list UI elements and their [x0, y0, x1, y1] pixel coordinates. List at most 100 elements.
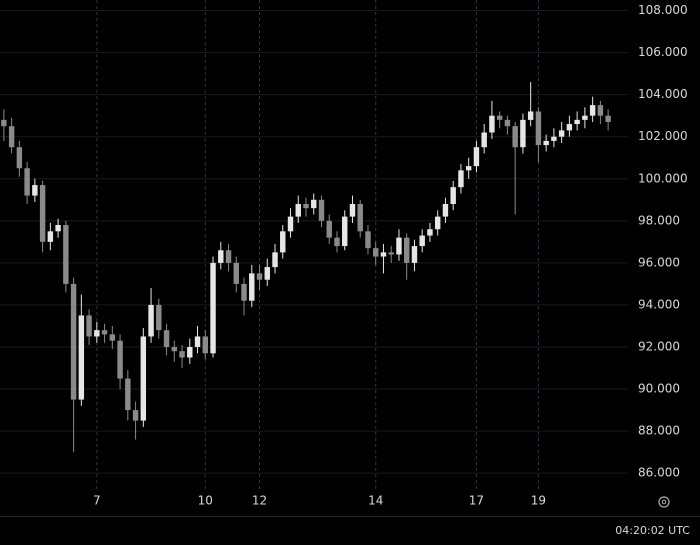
candle-body — [264, 267, 270, 280]
y-tick-label: 104.000 — [638, 87, 688, 101]
candle-body — [311, 199, 317, 209]
candle-body — [326, 220, 332, 238]
x-tick-label: 14 — [368, 494, 383, 508]
y-tick-label: 90.000 — [638, 382, 680, 396]
candle-body — [473, 147, 480, 167]
candle-body — [32, 185, 38, 196]
candle-body — [582, 115, 588, 120]
y-tick-label: 94.000 — [638, 297, 680, 311]
candle-body — [589, 105, 596, 116]
candle-body — [527, 111, 534, 120]
candle-body — [210, 262, 216, 354]
candle-body — [194, 336, 201, 347]
candle-body — [249, 273, 255, 301]
candle-body — [388, 252, 394, 255]
settings-icon[interactable] — [658, 496, 670, 508]
candle-body — [179, 351, 185, 358]
candle-body — [117, 340, 123, 379]
candle-body — [543, 140, 549, 146]
candle-body — [280, 231, 286, 253]
candle-body — [396, 237, 402, 255]
candle-body — [551, 136, 557, 141]
candle-body — [39, 185, 46, 242]
candle-body — [86, 315, 92, 337]
candle-body — [489, 115, 495, 133]
candle-body — [303, 203, 309, 209]
candle-body — [295, 203, 301, 217]
candle-body — [233, 262, 239, 284]
candle-body — [70, 283, 77, 400]
candle-body — [373, 248, 379, 257]
candle-body — [365, 231, 371, 249]
candle-body — [442, 203, 449, 217]
candle-body — [434, 216, 441, 230]
settings-icon-center — [661, 499, 667, 505]
y-tick-label: 106.000 — [638, 45, 688, 59]
y-tick-label: 108.000 — [638, 3, 688, 17]
candle-body — [202, 336, 209, 354]
candle-body — [481, 132, 487, 148]
candle-body — [380, 252, 387, 257]
x-tick-label: 19 — [531, 494, 546, 508]
candle-body — [218, 250, 224, 263]
candle-body — [458, 170, 464, 188]
candle-body — [287, 216, 294, 232]
candle-body — [156, 304, 162, 331]
candle-body — [109, 334, 116, 341]
candle-body — [225, 250, 232, 263]
candle-body — [535, 111, 542, 146]
candle-body — [427, 229, 433, 236]
candle-body — [78, 315, 85, 400]
candle-body — [55, 225, 61, 232]
candle-body — [16, 147, 23, 169]
candle-body — [148, 304, 154, 337]
y-tick-label: 88.000 — [638, 424, 680, 438]
candle-body — [450, 187, 456, 204]
y-tick-label: 100.000 — [638, 171, 688, 185]
candle-body — [411, 246, 418, 263]
candle-body — [566, 124, 573, 131]
candle-body — [357, 203, 363, 232]
candle-body — [101, 330, 108, 335]
y-tick-label: 102.000 — [638, 129, 688, 143]
candle-body — [334, 237, 340, 247]
candle-body — [140, 336, 147, 421]
candle-body — [574, 119, 580, 125]
y-tick-label: 98.000 — [638, 213, 680, 227]
candle-body — [520, 119, 526, 148]
candle-body — [597, 105, 604, 116]
candle-body — [132, 410, 139, 421]
candle-body — [47, 231, 54, 242]
candle-body — [171, 346, 178, 352]
candle-body — [403, 237, 410, 263]
candle-body — [272, 252, 278, 268]
candle-body — [349, 203, 356, 217]
x-tick-label: 10 — [198, 494, 213, 508]
y-tick-label: 96.000 — [638, 255, 680, 269]
candle-body — [24, 168, 30, 196]
candle-body — [342, 216, 348, 247]
candle-body — [63, 225, 69, 284]
x-tick-label: 7 — [93, 494, 101, 508]
candle-body — [419, 235, 425, 247]
candle-body — [163, 330, 170, 347]
candle-body — [465, 166, 472, 171]
candle-body — [94, 330, 100, 337]
candle-body — [125, 378, 131, 411]
candle-body — [187, 346, 193, 358]
y-tick-label: 86.000 — [638, 466, 680, 480]
candle-body — [504, 119, 511, 127]
candle-body — [496, 115, 503, 120]
candle-body — [1, 119, 7, 127]
candle-body — [512, 126, 518, 148]
candle-body — [256, 273, 263, 280]
candle-body — [558, 130, 565, 137]
candle-body — [605, 115, 611, 122]
candle-body — [241, 283, 247, 301]
x-tick-label: 17 — [469, 494, 484, 508]
candle-body — [8, 126, 15, 148]
x-tick-label: 12 — [252, 494, 267, 508]
